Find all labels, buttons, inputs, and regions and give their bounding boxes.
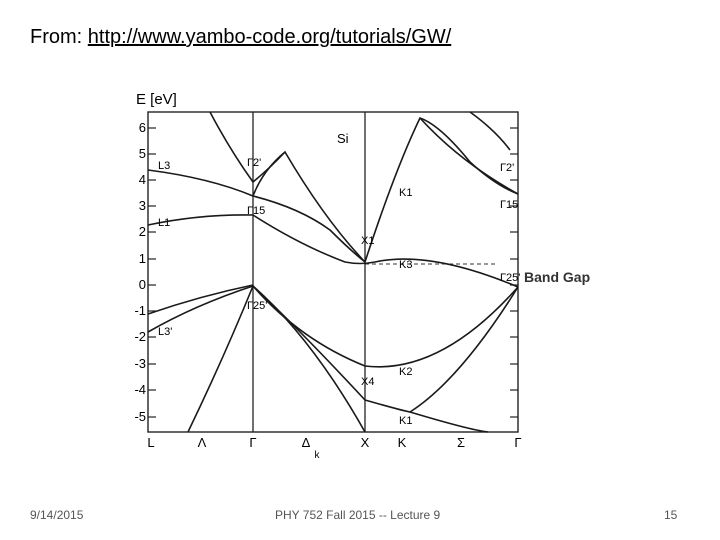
band-valence-heavy-left: [147, 285, 254, 333]
point-label-L1: L1: [158, 217, 170, 229]
point-label-L3: L3: [158, 160, 170, 172]
x-tick-label-gamma-right: Γ: [514, 435, 521, 450]
band-valence-second: [252, 285, 519, 413]
band-valence-top-left: [147, 284, 254, 315]
point-label-X4: X4: [361, 376, 374, 388]
point-label-K2: K2: [399, 366, 412, 378]
y-tick-label: 3: [139, 198, 146, 213]
y-tick-label: 4: [139, 172, 146, 187]
y-tick-label: 0: [139, 277, 146, 292]
band-upper-right: [364, 117, 519, 263]
point-label-gamma15-right: Γ15: [500, 199, 518, 211]
point-label-gamma15: Γ15: [247, 205, 265, 217]
y-tick-label: -5: [134, 409, 146, 424]
point-label-K3: K3: [399, 259, 412, 271]
point-label-gamma25prime: Γ25': [247, 300, 267, 312]
band-upper-right-2: [419, 117, 519, 195]
band-gap-annotation: Band Gap: [524, 269, 590, 285]
y-tick-label: 1: [139, 251, 146, 266]
x-tick-label-K: K: [398, 435, 407, 450]
band-valence-low-right: [409, 411, 489, 433]
x-tick-label-sigma: Σ: [457, 435, 465, 450]
point-label-K1-upper: K1: [399, 187, 412, 199]
x-tick-label-delta: Δ: [302, 435, 311, 450]
band-conduction-l3: [147, 169, 366, 263]
y-axis-label: E [eV]: [136, 91, 177, 108]
x-tick-label-X: X: [361, 435, 370, 450]
band-conduction-min: [147, 214, 519, 288]
point-label-gamma2prime: Γ2': [247, 157, 261, 169]
y-tick-label: -1: [134, 303, 146, 318]
x-tick-labels: L Λ Γ Δ k X K Σ Γ: [147, 435, 521, 461]
y-tick-label: 2: [139, 224, 146, 239]
band-top-right: [469, 111, 511, 151]
band-conduction-gamma15: [252, 151, 286, 197]
footer-date: 9/14/2015: [30, 508, 84, 522]
material-label: Si: [337, 131, 349, 146]
source-line: From: http://www.yambo-code.org/tutorial…: [30, 26, 451, 49]
y-tick-label: -4: [134, 382, 146, 397]
x-tick-label-k: k: [315, 450, 321, 461]
x-tick-label-lambda: Λ: [198, 435, 207, 450]
y-tick-label: -3: [134, 356, 146, 371]
point-label-gamma25prime-right: Γ25': [500, 272, 520, 284]
source-link[interactable]: http://www.yambo-code.org/tutorials/GW/: [87, 26, 452, 48]
footer-page-number: 15: [664, 508, 678, 522]
y-tick-label: 6: [139, 120, 146, 135]
footer-course: PHY 752 Fall 2015 -- Lecture 9: [275, 508, 441, 522]
point-labels: L3 L1 L3' Γ2' Γ15 Γ25' X1 X4 K1 K3 K2 K1…: [158, 157, 520, 427]
band-lowest: [187, 285, 254, 433]
x-tick-label-L: L: [147, 435, 154, 450]
y-tick-label: 5: [139, 146, 146, 161]
point-label-gamma2prime-right: Γ2': [500, 162, 514, 174]
y-tick-labels: 6 5 4 3 2 1 0 -1 -2 -3 -4 -5: [134, 120, 146, 424]
source-prefix: From:: [30, 26, 88, 48]
y-tick-marks: [148, 127, 518, 418]
x-tick-label-gamma: Γ: [249, 435, 256, 450]
y-tick-label: -2: [134, 329, 146, 344]
point-label-K1-lower: K1: [399, 415, 412, 427]
point-label-X1: X1: [361, 235, 374, 247]
point-label-L3prime: L3': [158, 326, 172, 338]
plot-frame: [147, 111, 519, 433]
band-curves: [147, 111, 519, 433]
